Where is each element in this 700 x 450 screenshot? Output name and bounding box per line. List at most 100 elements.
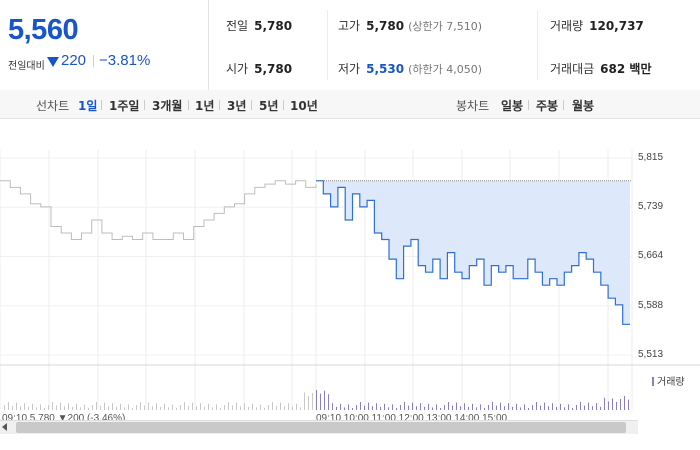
volume-bar (204, 406, 205, 410)
volume-bar (340, 403, 341, 410)
volume-bar (624, 396, 625, 410)
volume-bar (588, 402, 589, 410)
price-box: 5,560 전일대비 220 −3.81% (0, 0, 209, 90)
stat-label: 전일 (226, 19, 249, 33)
volume-bar (456, 402, 457, 410)
stat-upper-limit: (상한가 7,510) (408, 20, 482, 33)
tab-1day[interactable]: 1일 (78, 99, 98, 113)
volume-bar (528, 408, 529, 410)
volume-bar (432, 407, 433, 410)
volume-bar (64, 406, 65, 410)
volume-bar (308, 396, 309, 410)
stat-lower-limit: (하한가 4,050) (408, 63, 482, 76)
volume-bar (364, 405, 365, 410)
down-arrow-icon (47, 57, 59, 67)
volume-bar (344, 407, 345, 410)
volume-bar (284, 406, 285, 410)
volume-bar (176, 408, 177, 410)
legend-swatch (652, 377, 654, 386)
volume-bar (596, 403, 597, 410)
intraday-chart (0, 150, 700, 410)
volume-bar (4, 405, 5, 410)
volume-bar (12, 405, 13, 410)
volume-bar (80, 407, 81, 410)
quote-summary: 5,560 전일대비 220 −3.81% 전일 5,780 시가 5,780 고가… (0, 0, 700, 91)
volume-bar (540, 405, 541, 410)
volume-bar (260, 404, 261, 410)
candle-chart-title: 봉차트 (456, 99, 490, 113)
tab-1week[interactable]: 1주일 (109, 99, 140, 113)
volume-bar (108, 406, 109, 410)
divider (101, 100, 102, 110)
tab-10year[interactable]: 10년 (290, 99, 318, 113)
volume-bar (200, 403, 201, 410)
volume-bar (572, 408, 573, 410)
tab-3month[interactable]: 3개월 (152, 99, 183, 113)
tab-5year[interactable]: 5년 (259, 99, 279, 113)
volume-bar (184, 402, 185, 410)
volume-bar (576, 405, 577, 410)
volume-bar (332, 403, 333, 410)
volume-bar (140, 402, 141, 410)
divider (93, 55, 94, 67)
stat-label: 거래대금 (550, 62, 595, 76)
volume-bar (216, 404, 217, 410)
volume-bar (84, 404, 85, 410)
stat-value: 5,780 (366, 19, 405, 33)
volume-bar (580, 402, 581, 410)
volume-bars (4, 390, 629, 410)
volume-bar (480, 404, 481, 410)
volume-bar (248, 406, 249, 410)
hover-info-text: 09:10 5,780 ▼200 (-3.46%) (2, 413, 126, 420)
tab-daily-candle[interactable]: 일봉 (501, 99, 524, 113)
stat-value: 5,780 (254, 19, 293, 33)
volume-bar (520, 407, 521, 410)
volume-bar (276, 405, 277, 410)
volume-bar (92, 405, 93, 410)
stat-label: 저가 (338, 62, 361, 76)
change-percent: −3.81% (99, 52, 151, 69)
series-line-gray (0, 180, 317, 240)
volume-bar (424, 406, 425, 410)
volume-bar (512, 406, 513, 410)
volume-bar (316, 390, 317, 410)
volume-bar (228, 402, 229, 410)
divider (563, 100, 564, 110)
volume-bar (620, 399, 621, 410)
volume-bar (612, 398, 613, 410)
volume-bar (220, 408, 221, 410)
tab-monthly-candle[interactable]: 월봉 (572, 99, 595, 113)
scroll-left-arrow-icon[interactable] (2, 423, 7, 431)
volume-bar (68, 403, 69, 410)
volume-bar (416, 406, 417, 410)
volume-bar (452, 405, 453, 410)
current-price: 5,560 (8, 14, 79, 46)
volume-bar (20, 406, 21, 410)
stat-open: 시가 5,780 (226, 60, 292, 77)
horizontal-scrollbar[interactable] (0, 420, 638, 434)
scrollbar-thumb[interactable] (16, 422, 626, 433)
stat-value: 682 백만 (600, 62, 652, 76)
volume-bar (552, 403, 553, 410)
divider (144, 100, 145, 110)
volume-bar (368, 402, 369, 410)
volume-bar (372, 406, 373, 410)
volume-bar (628, 399, 629, 410)
volume-bar (252, 403, 253, 410)
volume-bar (568, 404, 569, 410)
volume-bar (52, 402, 53, 410)
time-axis-labels: 09:10 10:00 11:00 12:00 13:00 14:00 15:0… (316, 413, 508, 420)
volume-bar (168, 407, 169, 410)
volume-bar (448, 402, 449, 410)
divider (188, 100, 189, 110)
divider (327, 10, 328, 80)
stat-value: 5,530 (366, 62, 405, 76)
volume-bar (32, 403, 33, 410)
volume-bar (192, 402, 193, 410)
tab-3year[interactable]: 3년 (227, 99, 247, 113)
tab-1year[interactable]: 1년 (195, 99, 215, 113)
volume-bar (496, 405, 497, 410)
volume-bar (584, 405, 585, 410)
volume-bar (152, 406, 153, 410)
tab-weekly-candle[interactable]: 주봉 (536, 99, 559, 113)
